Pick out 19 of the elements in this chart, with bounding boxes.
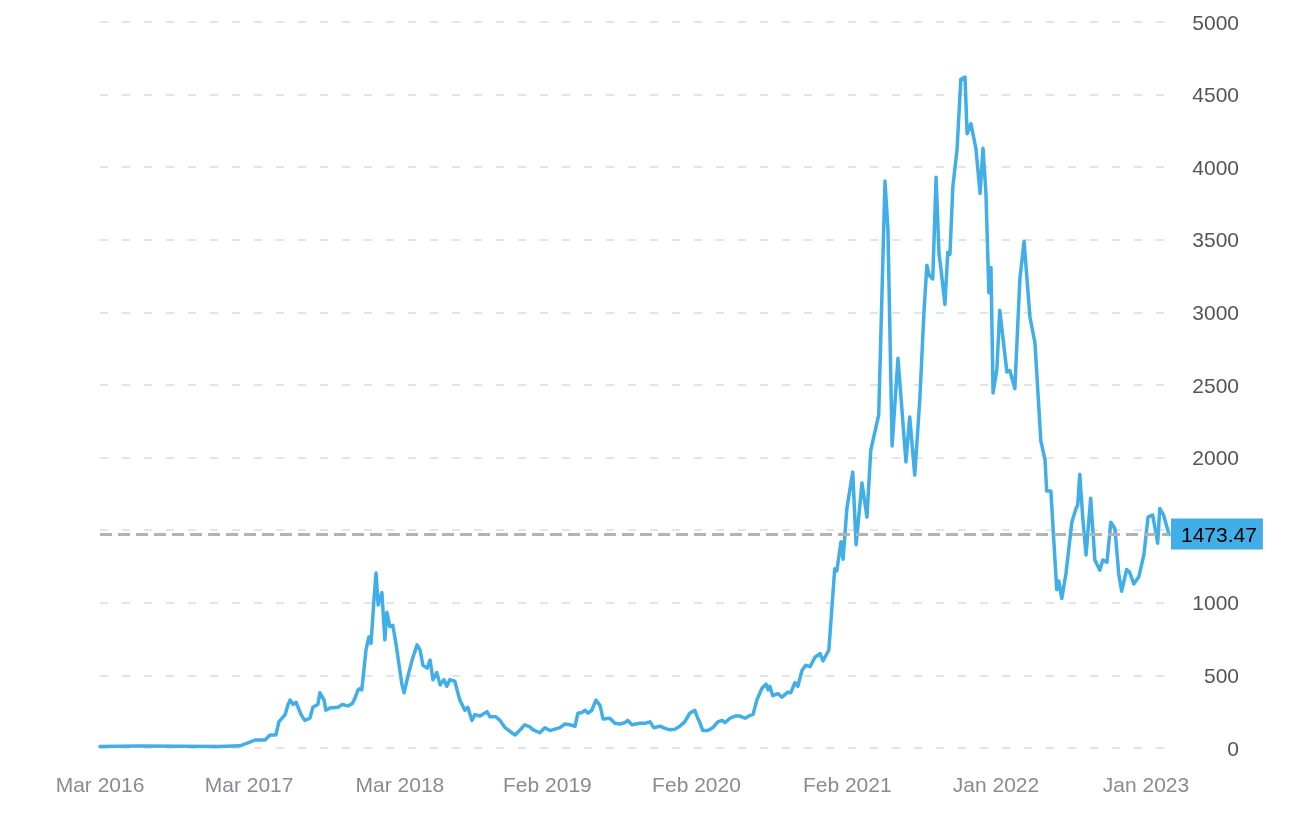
y-tick-label: 2500 [1192,373,1239,397]
y-tick-label: 2000 [1192,446,1239,470]
y-tick-label: 4500 [1192,83,1239,107]
x-tick-label: Mar 2018 [355,773,445,796]
y-tick-label: 3500 [1192,228,1239,252]
x-tick-label: Mar 2016 [55,773,145,796]
x-tick-label: Jan 2022 [952,773,1040,796]
y-tick-label: 5000 [1192,10,1239,34]
x-tick-label: Feb 2019 [503,773,592,796]
y-tick-label: 4000 [1192,155,1239,179]
y-tick-label: 1000 [1192,591,1239,615]
x-tick-label: Mar 2017 [204,773,294,796]
x-tick-label: Jan 2023 [1102,773,1190,796]
y-tick-label: 500 [1203,663,1239,687]
ref-line-label: 1473.47 [1181,522,1257,546]
x-tick-label: Feb 2020 [652,773,741,796]
y-tick-label: 3000 [1192,300,1239,324]
y-tick-label: 0 [1227,736,1239,760]
x-tick-label: Feb 2021 [802,773,892,796]
